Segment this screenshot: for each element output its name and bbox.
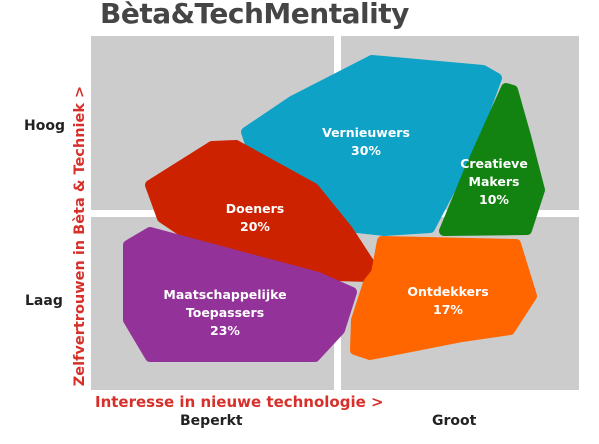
x-axis-label: Interesse in nieuwe technologie >	[95, 393, 384, 411]
y-tick-hoog: Hoog	[24, 118, 65, 134]
y-axis-label: Zelfvertrouwen in Bèta & Techniek >	[72, 85, 88, 387]
page-title: Bèta&TechMentality	[100, 0, 409, 30]
x-tick-beperkt: Beperkt	[180, 413, 243, 429]
segment-label-doeners: Doeners 20%	[225, 201, 285, 234]
segment-shape-ontdekkers	[350, 236, 537, 360]
segment-label-vernieuwers: Vernieuwers 30%	[322, 125, 410, 158]
segment-label-maatschappelijke-toepassers: Maatschappelijke Toepassers 23%	[163, 287, 287, 338]
segment-label-creatieve-makers: Creatieve Makers 10%	[460, 156, 528, 207]
segment-label-ontdekkers: Ontdekkers 17%	[407, 284, 489, 317]
x-tick-groot: Groot	[432, 413, 477, 429]
segment-shape-creatieve-makers	[439, 83, 545, 236]
segment-shape-maatschappelijke-toepassers	[123, 227, 357, 362]
y-tick-laag: Laag	[25, 293, 63, 309]
